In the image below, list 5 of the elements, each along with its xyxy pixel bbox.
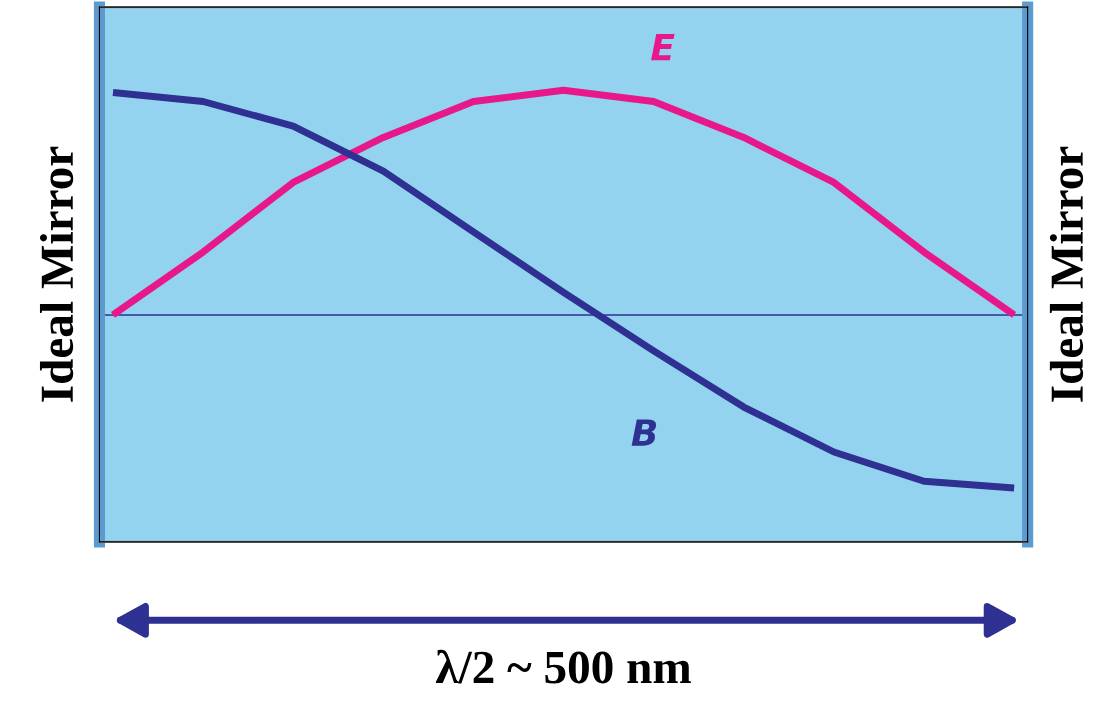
y2-axis-title: Ideal Mirror bbox=[1049, 146, 1084, 402]
x-axis-title: λ/2 ~ 500 nm bbox=[435, 649, 691, 684]
series-label: E bbox=[651, 33, 675, 61]
y-axis-title: Ideal Mirror bbox=[39, 146, 74, 402]
series-label: B bbox=[631, 419, 657, 446]
